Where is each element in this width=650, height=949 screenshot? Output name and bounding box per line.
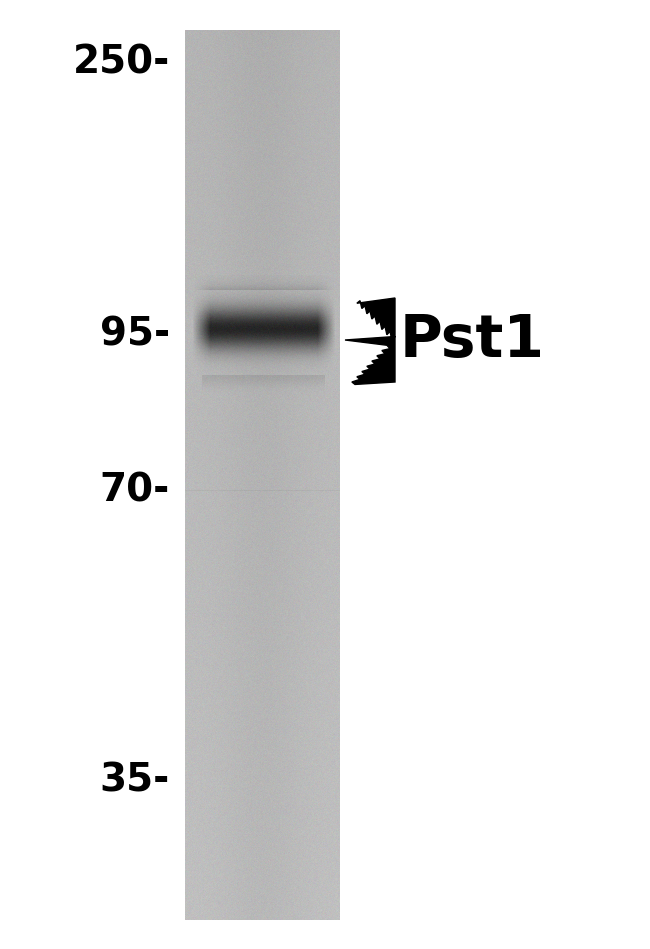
Text: 250-: 250- xyxy=(73,43,170,81)
Polygon shape xyxy=(345,298,395,384)
Text: 35-: 35- xyxy=(99,761,170,799)
Text: 70-: 70- xyxy=(99,471,170,509)
Text: Pst1: Pst1 xyxy=(400,311,545,368)
Text: 95-: 95- xyxy=(100,316,170,354)
